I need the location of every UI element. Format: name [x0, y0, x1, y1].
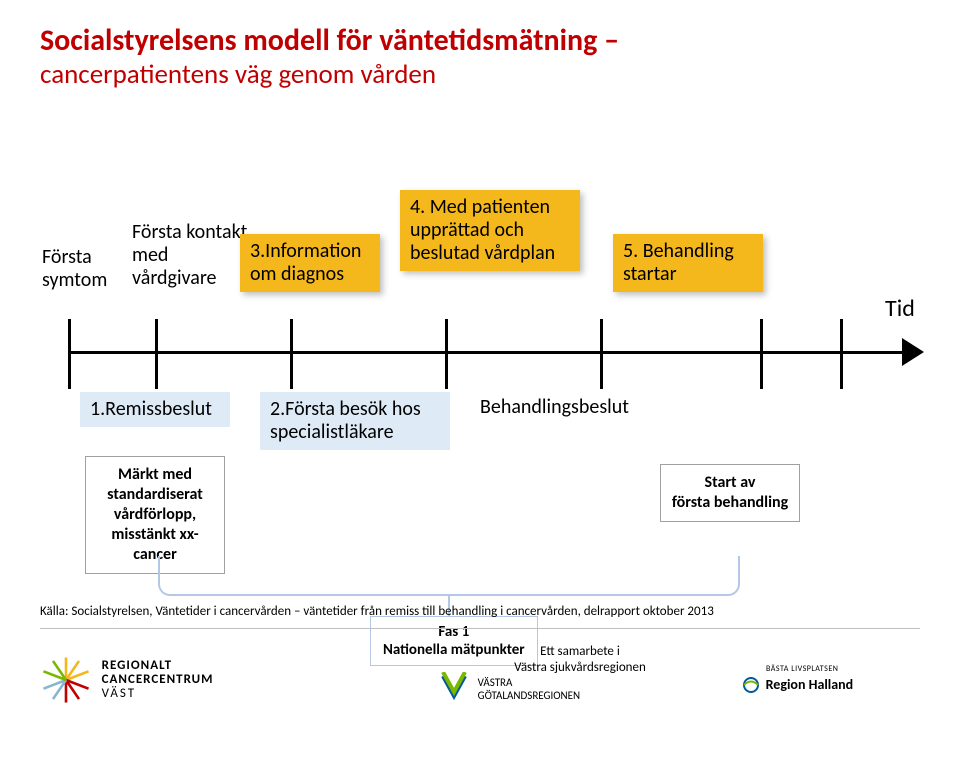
- vgr-l2: GÖTALANDSREGIONEN: [478, 689, 581, 702]
- halland-mark-icon: [740, 675, 766, 694]
- rcc-burst-icon: [40, 654, 92, 706]
- vgr-l1: VÄSTRA: [478, 676, 513, 689]
- tick: [600, 319, 603, 389]
- tick: [840, 319, 843, 389]
- phase1-bracket: [158, 556, 740, 596]
- rcc-logo: REGIONALT CANCERCENTRUM VÄST: [40, 654, 260, 724]
- step-box: 4. Med patienten upprättad och beslutad …: [400, 190, 580, 271]
- axis-line: [68, 351, 908, 354]
- halland-name: Region Halland: [766, 676, 854, 693]
- vgr-text: VÄSTRA GÖTALANDSREGIONEN: [478, 676, 581, 702]
- timeline-diagram: Tid Första symtomFörsta kontakt med vård…: [40, 164, 920, 484]
- rcc-text: REGIONALT CANCERCENTRUM VÄST: [102, 659, 214, 702]
- halland-tag: BÄSTA LIVSPLATSEN: [766, 664, 920, 674]
- rcc-l1: REGIONALT: [102, 658, 172, 673]
- tick: [445, 319, 448, 389]
- vgr-mark-icon: [440, 672, 468, 705]
- lower-label: Behandlingsbeslut: [480, 396, 680, 419]
- tick: [68, 319, 71, 389]
- source-line: Källa: Socialstyrelsen, Väntetider i can…: [40, 604, 714, 619]
- rcc-l3: VÄST: [102, 686, 137, 701]
- tick: [290, 319, 293, 389]
- step-box: 5. Behandling startar: [613, 234, 763, 292]
- collaboration-text: Ett samarbete i Västra sjukvårdsregionen: [480, 644, 680, 675]
- halland-logo: BÄSTA LIVSPLATSEN Region Halland: [740, 664, 920, 696]
- page-subtitle: cancerpatientens väg genom vården: [40, 59, 960, 90]
- axis-arrow: [902, 338, 924, 366]
- lower-step-box: 1.Remissbeslut: [80, 392, 230, 427]
- tick: [760, 319, 763, 389]
- rcc-l2: CANCERCENTRUM: [102, 672, 214, 687]
- footer-divider: [40, 628, 920, 629]
- top-label: Första kontakt med vårdgivare: [132, 221, 252, 290]
- step-box: 3.Information om diagnos: [240, 234, 380, 292]
- lower-step-box: 2.Första besök hos specialistläkare: [260, 392, 450, 450]
- vgr-logo: VÄSTRA GÖTALANDSREGIONEN: [440, 672, 640, 705]
- callout-box: Start avförsta behandling: [660, 464, 800, 522]
- axis-label: Tid: [885, 294, 915, 323]
- collab-line1: Ett samarbete i: [540, 644, 620, 659]
- page-title: Socialstyrelsens modell för väntetidsmät…: [40, 24, 960, 59]
- tick: [155, 319, 158, 389]
- footer: Ett samarbete i Västra sjukvårdsregionen…: [40, 644, 920, 744]
- top-label: Första symtom: [42, 246, 134, 292]
